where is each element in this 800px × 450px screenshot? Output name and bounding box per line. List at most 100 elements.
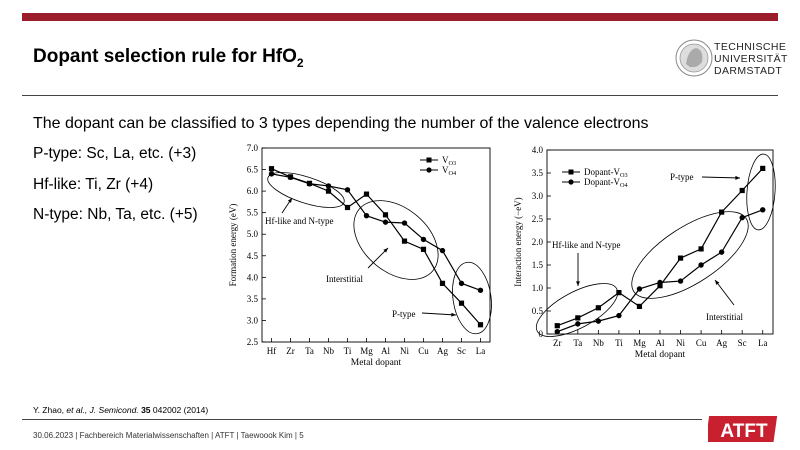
data-point-square [636,303,643,309]
x-tick-label: Nb [593,338,604,348]
y-tick-label: 4.5 [247,251,259,261]
data-point-circle [344,187,351,193]
data-point-circle [636,286,643,292]
y-tick-label: 1.5 [532,260,544,270]
group-ellipse [267,172,345,208]
y-tick-label: 5.5 [247,208,259,218]
x-tick-label: Nb [323,346,334,356]
group-ellipse [535,283,619,337]
data-point-circle [554,329,560,335]
legend-entry: Dopant-VO4 [584,177,629,189]
data-point-circle [575,321,581,327]
data-point-square [595,305,601,311]
svg-text:ATFT: ATFT [720,421,768,442]
data-point-square [677,255,684,261]
data-point-circle [401,220,408,226]
intro-text: The dopant can be classified to 3 types … [33,115,649,132]
tu-darmstadt-logo [675,39,713,77]
y-tick-label: 4.0 [247,272,259,282]
legend-marker [426,167,432,173]
atft-logo: ATFT [708,416,778,442]
annotation-label: P-type [392,309,416,319]
x-axis-label: Metal dopant [635,350,686,360]
data-point-circle [363,212,370,219]
tu-darmstadt-logo-text: TECHNISCHE UNIVERSITÄT DARMSTADT [714,41,788,77]
slide-title: Dopant selection rule for HfO2 [33,46,304,70]
x-tick-label: Ta [573,338,582,348]
data-point-square [554,323,560,329]
data-point-square [382,212,389,218]
y-tick-label: 0 [539,329,544,339]
y-tick-label: 6.0 [247,186,259,196]
x-tick-label: Mg [633,338,646,348]
data-point-circle [698,262,704,268]
data-point-square [616,290,622,296]
data-point-square [477,322,484,328]
data-point-circle [287,174,294,181]
data-point-square [325,188,332,194]
arrow-head [287,198,292,203]
data-point-circle [657,279,663,286]
data-point-circle [739,214,745,221]
bullet-hf-like: Hf-like: Ti, Zr (+4) [33,176,154,193]
y-tick-label: 3.0 [532,191,544,201]
data-point-square [363,191,370,197]
annotation-arrow [367,247,389,269]
x-tick-label: Al [381,346,390,356]
arrow-head [576,281,580,286]
data-point-square [344,204,351,211]
footer-divider [22,419,702,420]
bullet-p-type: P-type: Sc, La, etc. (+3) [33,145,197,162]
y-tick-label: 3.5 [247,294,259,304]
arrow-head [451,312,456,317]
legend-entry: Dopant-VO3 [584,167,628,179]
data-point-circle [616,312,622,319]
group-ellipse [452,261,492,335]
y-tick-label: 2.0 [532,237,544,247]
header-divider [22,95,778,96]
x-tick-label: Hf [267,346,277,356]
x-tick-label: Sc [457,346,466,356]
annotation-arrow [701,176,741,179]
x-tick-label: Ni [400,346,409,356]
data-point-square [575,315,581,321]
group-ellipse [631,211,749,299]
footer-text: 30.06.2023 | Fachbereich Materialwissens… [33,431,304,440]
plot-frame [261,147,491,343]
annotation-label: Interstitial [706,312,743,322]
interaction-energy-chart: 0 0.5 1.0 1.5 2.0 2.5 3.0 3.5 4.0 Zr Ta Nb Ti Mg Al Ni C… [513,145,776,360]
x-tick-label: Cu [696,338,707,348]
legend-marker [426,157,432,163]
top-accent-bar [22,13,778,21]
annotation-label: Hf-like and N-type [265,216,333,226]
y-axis-label: Formation energy (eV) [228,204,238,287]
y-tick-label: 3.5 [532,168,544,178]
x-tick-label: Ta [305,346,314,356]
y-tick-label: 7.0 [247,143,259,153]
data-point-square [401,238,408,244]
annotation-label: P-type [670,172,694,182]
x-tick-label: Mg [360,346,373,356]
data-point-circle [420,236,427,243]
data-point-circle [595,318,602,324]
legend-marker [568,169,574,175]
x-tick-label: Sc [738,338,747,348]
data-point-circle [760,207,766,213]
x-tick-label: Zr [286,346,295,356]
y-tick-label: 4.0 [532,145,544,155]
data-point-square [657,283,663,289]
annotation-label: Hf-like and N-type [552,240,620,250]
bullet-n-type: N-type: Nb, Ta, etc. (+5) [33,206,198,223]
x-tick-label: Ag [437,346,448,356]
y-axis-label: Interaction energy (−eV) [513,197,523,286]
data-point-square [458,300,465,306]
arrow-head [383,248,388,253]
x-tick-label: Ag [716,338,727,348]
data-point-circle [306,181,313,187]
x-tick-label: Ti [344,346,352,356]
data-point-circle [718,249,725,255]
data-point-square [698,246,704,252]
data-point-circle [677,278,684,284]
group-ellipse [746,153,776,231]
x-tick-label: La [758,338,768,348]
